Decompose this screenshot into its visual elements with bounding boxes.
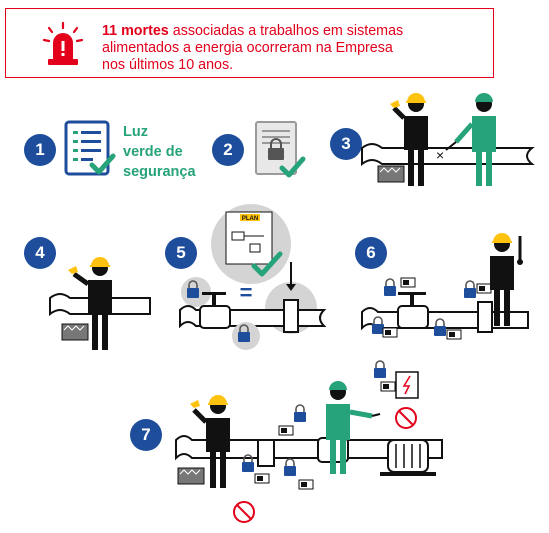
step-badge-2: 2 <box>212 134 244 166</box>
alert-message: 11 mortes associadas a trabalhos em sist… <box>102 23 482 74</box>
green-light-label: Luz verde de segurança <box>123 124 196 180</box>
step-badge-7: 7 <box>130 419 162 451</box>
step-badge-3: 3 <box>330 128 362 160</box>
step6-scene <box>361 233 529 340</box>
worker-green-hat-icon <box>445 93 496 186</box>
worker-yellow-hat-icon <box>390 93 428 186</box>
alert-line1: associadas a trabalhos em sistemas <box>168 23 404 39</box>
step-badge-5: 5 <box>165 237 197 269</box>
checklist-clipboard-icon <box>64 120 116 176</box>
siren-alert-icon <box>42 21 84 65</box>
step7-scene <box>175 360 443 523</box>
alert-death-count: 11 mortes <box>102 23 169 39</box>
alert-line3: nos últimos 10 anos. <box>102 57 234 73</box>
step-badge-4: 4 <box>24 237 56 269</box>
plan-label: PLAN <box>242 216 258 222</box>
locked-document-icon <box>255 121 306 178</box>
alert-banner: 11 mortes associadas a trabalhos em sist… <box>5 8 494 78</box>
svg-text:×: × <box>436 147 444 163</box>
equals-sign: = <box>240 280 253 305</box>
alert-line2: alimentados a energia ocorreram na Empre… <box>102 40 393 56</box>
step3-scene: × <box>361 93 535 186</box>
step4-scene <box>49 257 151 350</box>
step-badge-1: 1 <box>24 134 56 166</box>
step5-scene: PLAN = <box>179 204 327 350</box>
step-badge-6: 6 <box>355 237 387 269</box>
